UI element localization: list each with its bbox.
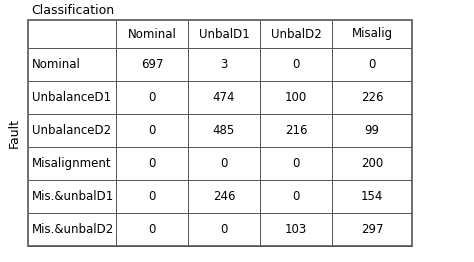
Text: 0: 0 [148,223,155,236]
Text: UnbalanceD1: UnbalanceD1 [32,91,111,104]
Text: 216: 216 [285,124,307,137]
Text: 0: 0 [292,58,300,71]
Text: 0: 0 [292,190,300,203]
Text: 474: 474 [213,91,235,104]
Bar [28,20,412,246]
Text: 99: 99 [365,124,380,137]
Text: 0: 0 [148,157,155,170]
Text: 200: 200 [361,157,383,170]
Text: 697: 697 [141,58,163,71]
Text: 103: 103 [285,223,307,236]
Text: 0: 0 [220,157,228,170]
Text: 226: 226 [361,91,383,104]
Text: Misalignment: Misalignment [32,157,111,170]
Text: 246: 246 [213,190,235,203]
Text: 0: 0 [220,223,228,236]
Text: Nominal: Nominal [128,28,176,41]
Text: Classification: Classification [31,4,114,17]
Text: 0: 0 [292,157,300,170]
Text: Fault: Fault [8,118,20,148]
Text: 0: 0 [148,190,155,203]
Text: Mis.&unbalD2: Mis.&unbalD2 [32,223,114,236]
Text: Mis.&unbalD1: Mis.&unbalD1 [32,190,114,203]
Text: UnbalanceD2: UnbalanceD2 [32,124,111,137]
Text: 297: 297 [361,223,383,236]
Text: UnbalD1: UnbalD1 [199,28,249,41]
Text: 0: 0 [368,58,376,71]
Text: 154: 154 [361,190,383,203]
Text: Nominal: Nominal [32,58,81,71]
Text: 3: 3 [220,58,228,71]
Text: 100: 100 [285,91,307,104]
Text: UnbalD2: UnbalD2 [271,28,321,41]
Text: 0: 0 [148,91,155,104]
Text: Misalig: Misalig [351,28,392,41]
Text: 485: 485 [213,124,235,137]
Text: 0: 0 [148,124,155,137]
